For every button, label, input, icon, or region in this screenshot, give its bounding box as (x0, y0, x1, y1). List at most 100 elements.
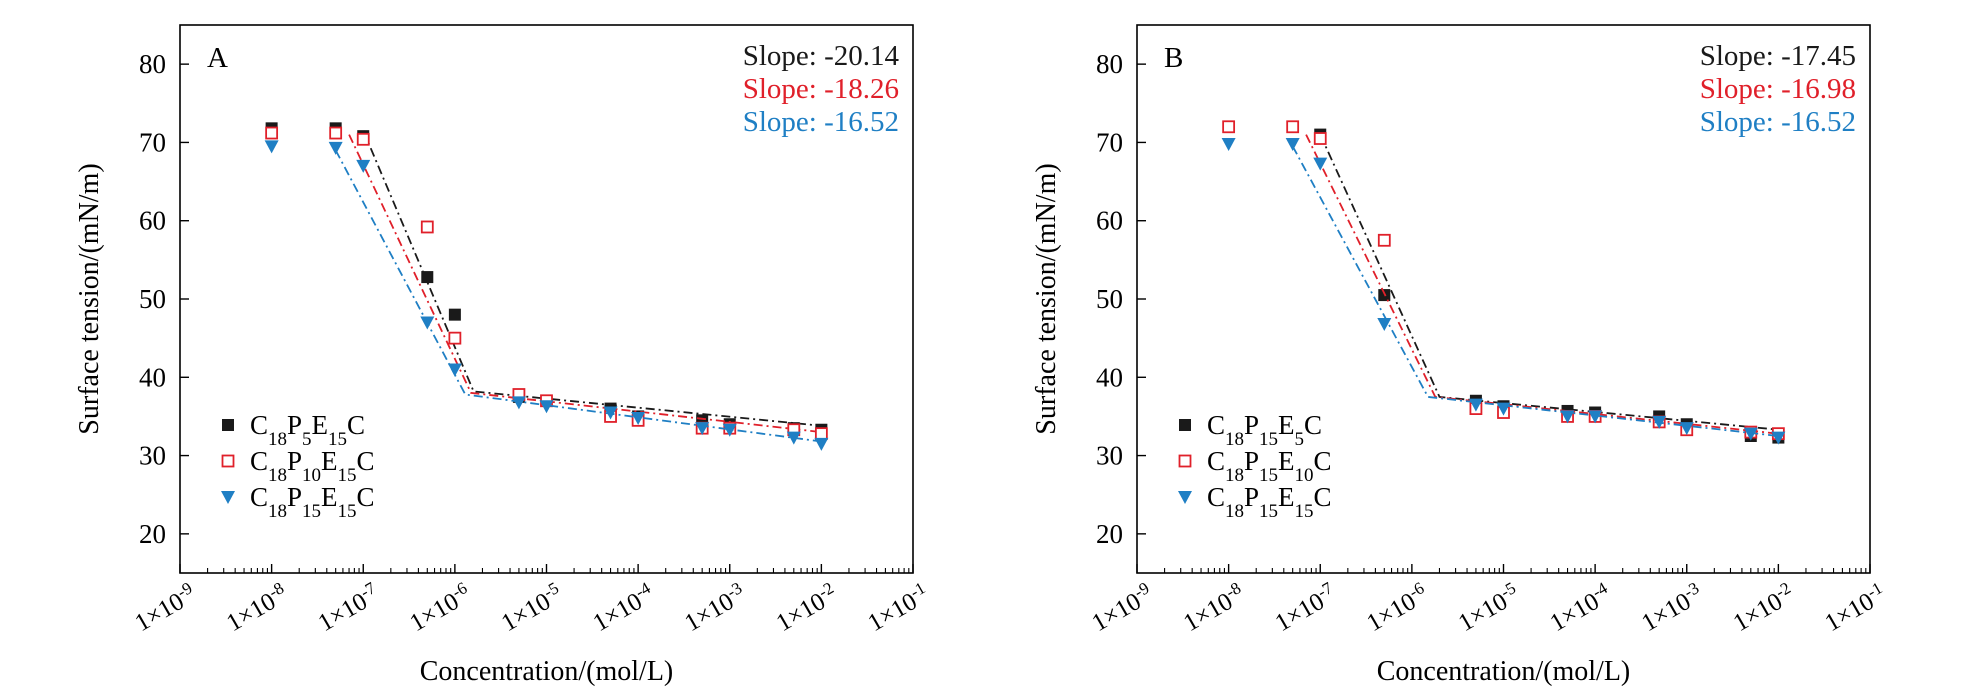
series-1 (265, 126, 828, 441)
x-tick-label: 1×10-3 (1636, 578, 1708, 637)
marker-triangle-down (631, 411, 646, 425)
y-tick-label: 60 (1096, 206, 1123, 236)
slope-annotation: Slope: -16.52 (743, 106, 899, 138)
marker-square-open (1377, 233, 1391, 247)
legend-label-part: C (250, 482, 268, 512)
marker-triangle-down (328, 141, 343, 155)
marker-triangle-down (1743, 427, 1758, 441)
marker-triangle-down (722, 423, 737, 437)
y-tick-label: 70 (139, 127, 166, 157)
legend-label: C18P5E15C (250, 410, 365, 450)
series-2 (264, 140, 829, 451)
marker-triangle-down (356, 159, 371, 173)
legend-label-part: 18 (1225, 429, 1244, 450)
legend-label-part: 15 (338, 465, 357, 486)
slope-annotation: Slope: -18.26 (743, 73, 899, 105)
marker-triangle-down (1771, 431, 1786, 445)
legend-label-part: C (347, 410, 365, 440)
legend-label-part: E (1278, 446, 1295, 476)
marker-triangle-down (1285, 137, 1300, 151)
legend-label: C18P15E10C (1207, 446, 1332, 486)
y-tick-label: 80 (1096, 49, 1123, 79)
panel-label: B (1164, 42, 1183, 74)
y-tick-label: 80 (139, 49, 166, 79)
marker-triangle-down (221, 491, 235, 504)
marker-square-filled (222, 419, 234, 431)
x-tick-label: 1×10-9 (1086, 578, 1158, 637)
x-tick-label: 1×10-8 (220, 578, 292, 637)
x-tick-label: 1×10-2 (770, 578, 842, 637)
legend-label-part: 15 (302, 501, 321, 522)
legend-label-part: C (1314, 482, 1332, 512)
legend-label-part: C (250, 446, 268, 476)
series-2 (1221, 137, 1786, 445)
marker-triangle-down (1652, 415, 1667, 429)
panel-label: A (207, 42, 228, 74)
x-tick-label: 1×10-4 (1544, 578, 1617, 638)
marker-triangle-down (1313, 157, 1328, 171)
y-tick-label: 60 (139, 206, 166, 236)
marker-triangle-down (1468, 398, 1483, 412)
x-tick-label: 1×10-6 (404, 578, 476, 637)
legend-label-part: C (357, 446, 375, 476)
marker-triangle-down (1679, 422, 1694, 436)
legend-label-part: C (357, 482, 375, 512)
x-tick-label: 1×10-6 (1361, 578, 1433, 637)
marker-triangle-down (603, 406, 618, 420)
x-tick-label: 1×10-1 (1819, 578, 1891, 637)
x-tick-label: 1×10-8 (1177, 578, 1249, 637)
x-tick-label: 1×10-7 (1269, 578, 1342, 638)
marker-square-open (448, 331, 462, 345)
legend-label-part: P (1244, 446, 1259, 476)
legend-label-part: E (321, 446, 338, 476)
fit-line (334, 149, 822, 443)
x-tick-label: 1×10-1 (862, 578, 934, 637)
marker-triangle-down (511, 396, 526, 410)
legend-label-part: E (312, 410, 329, 440)
slope-annotation: Slope: -17.45 (1700, 40, 1856, 72)
y-tick-label: 30 (1096, 441, 1123, 471)
fit-line (348, 134, 822, 433)
legend-label-part: P (287, 482, 302, 512)
legend-label-part: 15 (1259, 501, 1278, 522)
y-tick-label: 70 (1096, 127, 1123, 157)
legend-label-part: E (321, 482, 338, 512)
legend-label-part: P (287, 446, 302, 476)
marker-triangle-down (539, 400, 554, 414)
marker-square-open (1178, 454, 1192, 468)
marker-square-open (420, 220, 434, 234)
x-axis-label: Concentration/(mol/L) (1377, 656, 1631, 687)
marker-triangle-down (1560, 410, 1575, 424)
marker-triangle-down (1496, 402, 1511, 416)
marker-square-open (814, 427, 828, 441)
legend-label-part: 18 (268, 429, 287, 450)
marker-triangle-down (786, 431, 801, 445)
marker-square-filled (448, 308, 461, 321)
marker-triangle-down (1588, 410, 1603, 424)
marker-triangle-down (264, 140, 279, 154)
x-tick-label: 1×10-2 (1727, 578, 1799, 637)
legend-label-part: P (1244, 410, 1259, 440)
x-tick-label: 1×10-7 (312, 578, 385, 638)
legend-label-part: C (1314, 446, 1332, 476)
y-axis-label: Surface tension/(mN/m) (74, 163, 105, 434)
y-axis-label: Surface tension/(mN/m) (1031, 163, 1062, 434)
legend-label-part: C (1207, 482, 1225, 512)
marker-square-open (1286, 120, 1300, 134)
x-axis-label: Concentration/(mol/L) (420, 656, 674, 687)
legend-label-part: 18 (268, 465, 287, 486)
x-tick-label: 1×10-5 (1452, 578, 1524, 637)
y-tick-label: 40 (1096, 362, 1123, 392)
legend-label-part: 10 (1295, 465, 1314, 486)
legend-label-part: 15 (1259, 465, 1278, 486)
fit-line (1319, 134, 1779, 431)
x-tick-label: 1×10-3 (679, 578, 751, 637)
x-tick-label: 1×10-9 (129, 578, 201, 637)
marker-square-filled (1179, 419, 1191, 431)
fit-line (362, 130, 822, 427)
y-tick-label: 30 (139, 441, 166, 471)
marker-square-open (1222, 120, 1236, 134)
